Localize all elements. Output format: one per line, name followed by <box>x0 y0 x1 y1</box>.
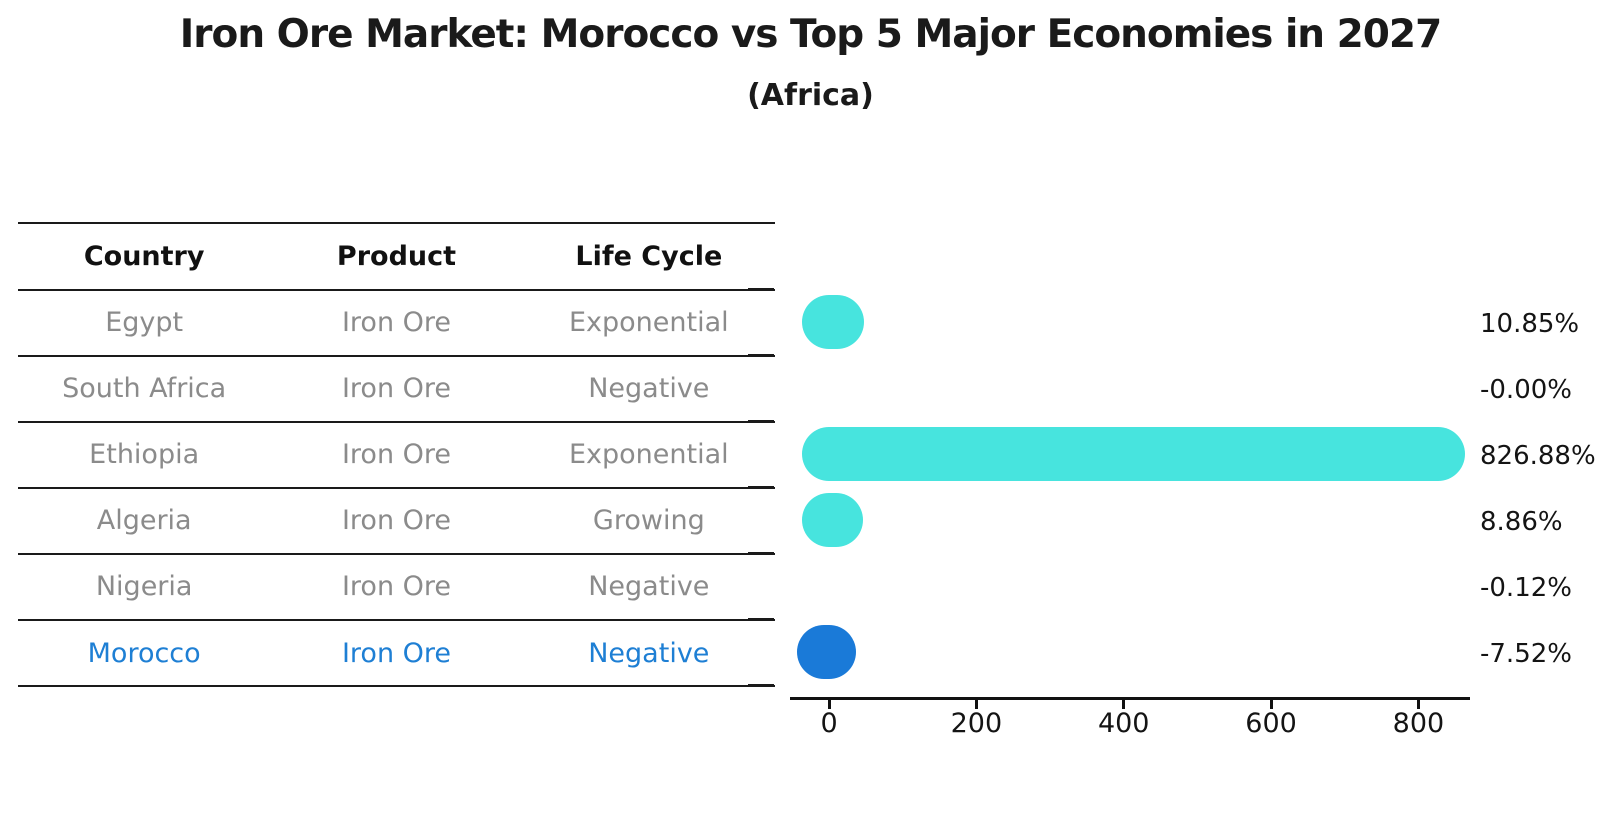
bar-morocco <box>796 625 857 680</box>
cell-country: South Africa <box>62 373 227 405</box>
value-label-ethiopia: 826.88% <box>1480 440 1596 471</box>
chart-title: Iron Ore Market: Morocco vs Top 5 Major … <box>179 12 1442 57</box>
cell-product: Iron Ore <box>341 571 452 603</box>
cell-life-cycle: Negative <box>588 637 710 669</box>
bar-algeria <box>802 492 863 547</box>
x-axis-tick <box>1416 700 1420 709</box>
cell-country: Egypt <box>105 307 184 339</box>
cell-product: Iron Ore <box>341 373 452 405</box>
value-label-algeria: 8.86% <box>1480 506 1563 537</box>
cell-product: Iron Ore <box>341 307 452 339</box>
cell-life-cycle: Growing <box>592 505 705 537</box>
cell-life-cycle: Exponential <box>568 439 729 471</box>
y-axis-tick <box>748 287 774 290</box>
cell-country: Algeria <box>96 505 192 537</box>
y-axis-tick <box>748 684 774 687</box>
comparison-table: Country Product Life Cycle Egypt Iron Ore… <box>18 222 775 688</box>
value-label-egypt: 10.85% <box>1480 308 1580 339</box>
x-tick-label-800: 800 <box>1392 708 1445 739</box>
table-row-nigeria: Nigeria Iron Ore Negative <box>18 555 775 621</box>
table-row-egypt: Egypt Iron Ore Exponential <box>18 291 775 357</box>
bar-ethiopia <box>802 426 1466 481</box>
table-row-algeria: Algeria Iron Ore Growing <box>18 489 775 555</box>
x-tick-label-400: 400 <box>1097 708 1150 739</box>
y-axis-tick <box>748 618 774 621</box>
header-country: Country <box>83 240 205 272</box>
value-label-morocco: -7.52% <box>1480 639 1572 670</box>
y-axis-tick <box>748 551 774 555</box>
y-axis-tick <box>748 419 774 423</box>
y-axis-tick <box>748 353 774 357</box>
table-header-row: Country Product Life Cycle <box>18 224 775 291</box>
chart-subtitle: (Africa) <box>747 78 874 113</box>
cell-life-cycle: Negative <box>588 571 710 603</box>
table-row-south-africa: South Africa Iron Ore Negative <box>18 357 775 423</box>
x-tick-label-200: 200 <box>950 708 1003 739</box>
x-axis-tick <box>974 700 978 709</box>
value-label-south-africa: -0.00% <box>1480 374 1572 405</box>
cell-product: Iron Ore <box>341 505 452 537</box>
x-tick-label-600: 600 <box>1245 708 1297 739</box>
x-tick-label-0: 0 <box>820 708 838 739</box>
table-row-ethiopia: Ethiopia Iron Ore Exponential <box>18 423 775 489</box>
value-label-nigeria: -0.12% <box>1480 572 1572 603</box>
x-axis-tick <box>1122 700 1126 709</box>
header-life-cycle: Life Cycle <box>575 240 723 272</box>
cell-country: Morocco <box>87 637 201 669</box>
cell-product: Iron Ore <box>341 637 452 669</box>
x-axis-line <box>790 697 1470 700</box>
cell-product: Iron Ore <box>341 439 452 471</box>
x-axis-tick <box>1269 700 1273 709</box>
header-product: Product <box>336 240 457 272</box>
bar-egypt <box>802 294 865 349</box>
y-axis-tick <box>748 485 774 489</box>
cell-life-cycle: Negative <box>588 373 710 405</box>
cell-country: Ethiopia <box>89 439 200 471</box>
x-axis-tick <box>827 700 831 709</box>
cell-country: Nigeria <box>95 571 193 603</box>
cell-life-cycle: Exponential <box>568 307 729 339</box>
table-row-morocco: Morocco Iron Ore Negative <box>18 621 775 688</box>
